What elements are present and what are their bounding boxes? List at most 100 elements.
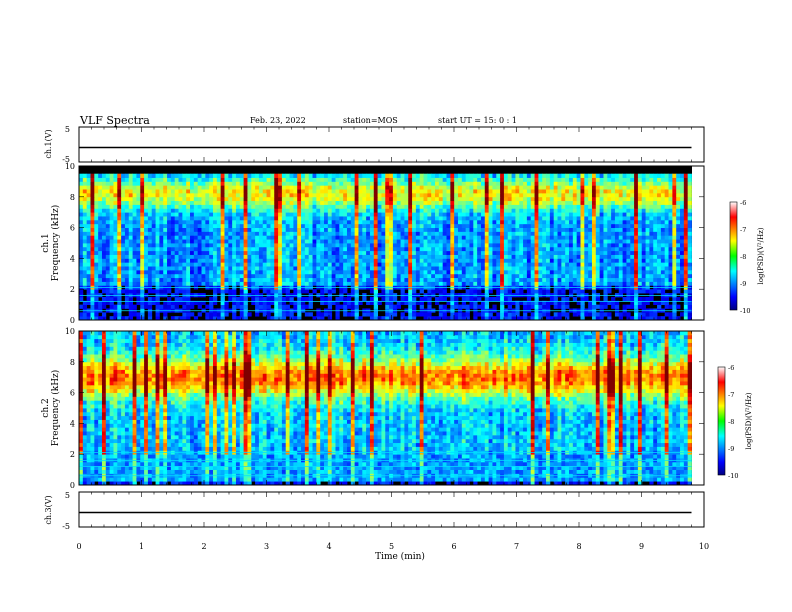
spectrogram-cell <box>90 258 95 263</box>
spectrogram-cell <box>247 269 252 275</box>
spectrogram-cell <box>167 196 172 202</box>
spectrogram-cell <box>423 312 428 317</box>
spectrogram-cell <box>389 243 394 248</box>
spectrogram-cell <box>331 254 336 259</box>
spectrogram-cell <box>576 254 581 259</box>
spectrogram-cell <box>281 243 287 248</box>
spectrogram-cell <box>676 296 681 302</box>
spectrogram-cell <box>147 281 153 286</box>
spectrogram-cell <box>588 312 593 317</box>
spectrogram-cell <box>672 227 677 232</box>
spectrogram-cell <box>588 192 593 198</box>
spectrogram-cell <box>343 243 348 248</box>
spectrogram-cell <box>649 281 654 286</box>
spectrogram-cell <box>626 258 631 263</box>
spectrogram-cell <box>82 243 88 248</box>
spectrogram-cell <box>182 192 187 198</box>
spectrogram-cell <box>634 200 639 205</box>
spectrogram-cell <box>316 204 321 209</box>
spectrogram-cell <box>480 254 486 259</box>
spectrogram-cell <box>484 254 490 259</box>
spectrogram-cell <box>258 216 264 221</box>
spectrogram-cell <box>664 219 669 225</box>
spectrogram-cell <box>278 289 283 294</box>
spectrogram-cell <box>515 281 520 286</box>
spectrogram-cell <box>626 227 631 232</box>
spectrogram-cell <box>488 254 493 259</box>
spectrogram-cell <box>519 204 524 209</box>
spectrogram-cell <box>431 219 436 225</box>
spectrogram-cell <box>151 269 156 275</box>
spectrogram-cell <box>369 196 375 202</box>
spectrogram-cell <box>641 281 646 286</box>
spectrogram-cell <box>507 262 512 267</box>
spectrogram-cell <box>366 269 371 275</box>
spectrogram-cell <box>653 312 658 317</box>
spectrogram-cell <box>680 231 685 236</box>
spectrogram-cell <box>285 223 290 228</box>
spectrogram-cell <box>186 296 191 302</box>
spectrogram-cell <box>599 192 604 198</box>
spectrogram-cell <box>86 258 91 263</box>
spectrogram-cell <box>465 200 470 205</box>
spectrogram-cell <box>454 227 459 232</box>
spectrogram-cell <box>408 200 413 205</box>
spectrogram-cell <box>243 212 248 217</box>
spectrogram-cell <box>79 200 84 205</box>
spectrogram-cell <box>293 231 298 236</box>
spectrogram-cell <box>216 312 222 317</box>
spectrogram-cell <box>595 212 601 217</box>
spectrogram-cell <box>235 216 241 221</box>
spectrogram-cell <box>121 227 126 232</box>
spectrogram-cell <box>178 200 183 205</box>
spectrogram-cell <box>634 254 639 259</box>
spectrogram-cell <box>266 231 271 236</box>
spectrogram-cell <box>212 231 218 236</box>
spectrogram-cell <box>477 262 482 267</box>
spectrogram-cell <box>182 312 187 317</box>
spectrogram-cell <box>672 196 677 202</box>
spectrogram-cell <box>247 196 252 202</box>
spectrogram-cell <box>182 208 187 213</box>
spectrogram-cell <box>668 246 673 252</box>
spectrogram-cell <box>653 196 658 202</box>
spectrogram-cell <box>450 212 455 217</box>
spectrogram-cell <box>343 262 348 267</box>
spectrogram-cell <box>607 227 612 232</box>
spectrogram-cell <box>205 250 210 255</box>
spectrogram-cell <box>186 250 191 255</box>
spectrogram-cell <box>503 208 509 213</box>
spectrogram-cell <box>101 227 107 232</box>
spectrogram-cell <box>297 304 302 309</box>
spectrogram-cell <box>281 262 287 267</box>
spectrogram-cell <box>289 246 294 252</box>
spectrogram-cell <box>316 219 321 225</box>
spectrogram-cell <box>366 227 371 232</box>
spectrogram-cell <box>549 192 555 198</box>
spectrogram-cell <box>400 243 405 248</box>
spectrogram-cell <box>124 200 130 205</box>
spectrogram-cell <box>435 262 440 267</box>
spectrogram-cell <box>488 223 493 228</box>
spectrogram-cell <box>500 192 505 198</box>
spectrogram-cell <box>147 273 153 279</box>
spectrogram-cell <box>500 312 505 317</box>
spectrogram-cell <box>132 208 137 213</box>
spectrogram-cell <box>316 223 321 228</box>
spectrogram-cell <box>500 216 505 221</box>
spectrogram-cell <box>496 258 501 263</box>
spectrogram-cell <box>308 304 313 309</box>
spectrogram-cell <box>178 300 183 305</box>
spectrogram-cell <box>668 258 673 263</box>
spectrogram-cell <box>167 277 172 282</box>
spectrogram-cell <box>576 262 581 267</box>
spectrogram-cell <box>316 200 321 205</box>
spectrogram-cell <box>201 269 206 275</box>
spectrogram-cell <box>538 277 543 282</box>
spectrogram-cell <box>216 231 222 236</box>
spectrogram-cell <box>572 266 578 271</box>
spectrogram-cell <box>258 254 264 259</box>
spectrogram-cell <box>258 258 264 263</box>
spectrogram-cell <box>431 235 436 240</box>
spectrogram-cell <box>98 212 103 217</box>
